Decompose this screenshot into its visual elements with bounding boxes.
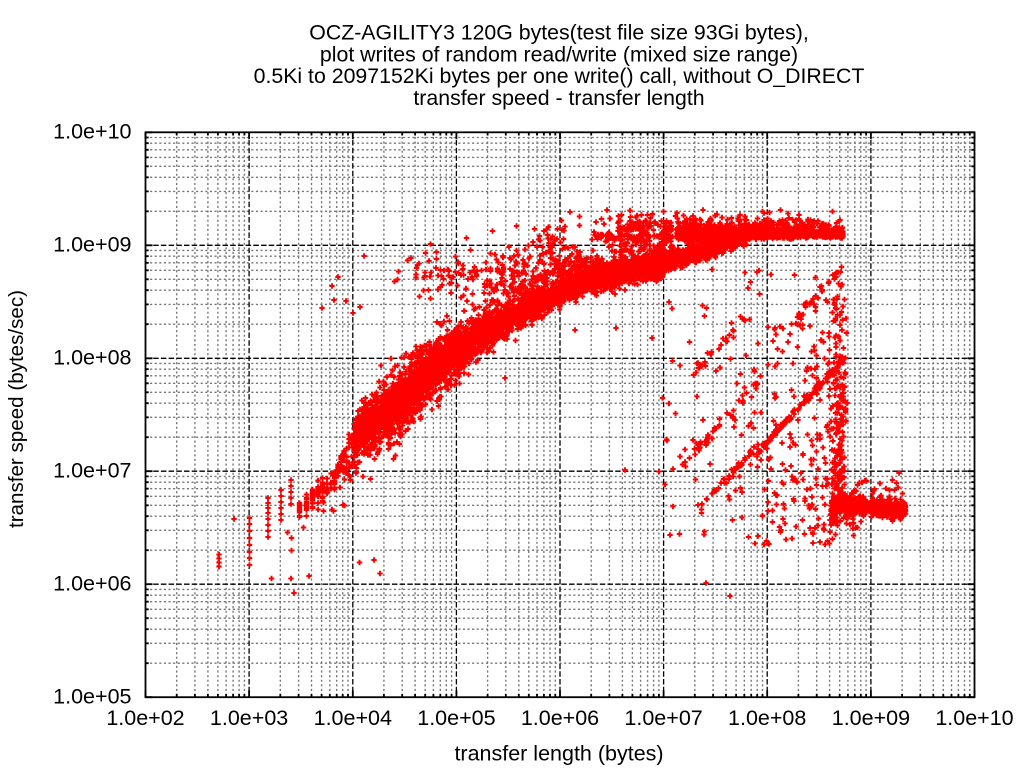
svg-text:1.0e+07: 1.0e+07	[624, 706, 702, 730]
svg-text:1.0e+09: 1.0e+09	[832, 706, 910, 730]
svg-text:1.0e+08: 1.0e+08	[728, 706, 806, 730]
svg-text:1.0e+10: 1.0e+10	[935, 706, 1013, 730]
svg-text:1.0e+08: 1.0e+08	[53, 346, 131, 370]
svg-text:transfer speed - transfer leng: transfer speed - transfer length	[413, 86, 704, 110]
svg-text:OCZ-AGILITY3 120G bytes(test f: OCZ-AGILITY3 120G bytes(test file size 9…	[309, 21, 808, 45]
svg-text:transfer speed (bytes/sec): transfer speed (bytes/sec)	[5, 290, 28, 528]
svg-text:plot writes of random read/wri: plot writes of random read/write (mixed …	[320, 42, 798, 66]
svg-text:1.0e+02: 1.0e+02	[106, 706, 184, 730]
svg-text:1.0e+03: 1.0e+03	[210, 706, 288, 730]
svg-text:1.0e+06: 1.0e+06	[53, 572, 131, 596]
svg-text:transfer length (bytes): transfer length (bytes)	[454, 742, 663, 766]
svg-text:1.0e+06: 1.0e+06	[521, 706, 599, 730]
svg-text:1.0e+07: 1.0e+07	[53, 459, 131, 483]
svg-text:1.0e+05: 1.0e+05	[53, 685, 131, 709]
svg-text:0.5Ki to 2097152Ki bytes per o: 0.5Ki to 2097152Ki bytes per one write()…	[254, 64, 865, 88]
svg-text:1.0e+05: 1.0e+05	[417, 706, 495, 730]
svg-text:1.0e+04: 1.0e+04	[314, 706, 392, 730]
svg-text:1.0e+10: 1.0e+10	[53, 120, 131, 144]
svg-text:1.0e+09: 1.0e+09	[53, 233, 131, 257]
